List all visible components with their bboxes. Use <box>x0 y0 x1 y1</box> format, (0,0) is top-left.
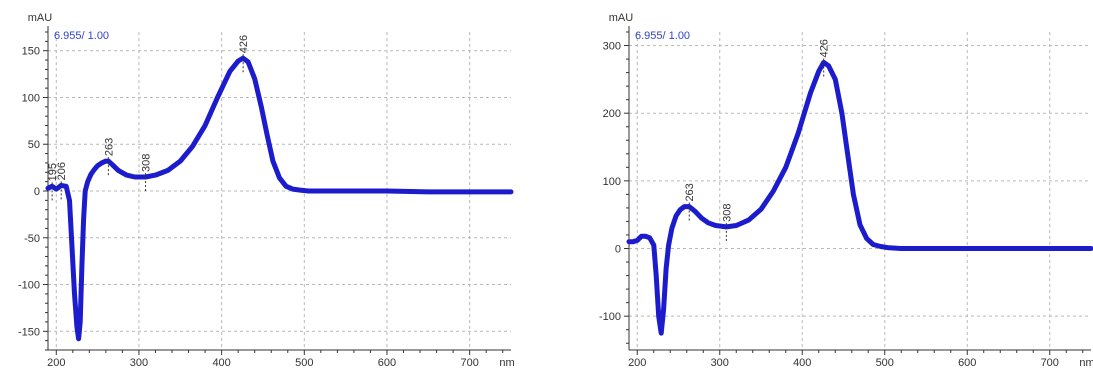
chart-2-x-tick-label-0: 200 <box>628 357 646 369</box>
chart-1-y-tick-label-6: 150 <box>22 46 40 58</box>
chart-2-y-tick-label-4: 300 <box>603 41 621 53</box>
chart-2-y-unit-label: mAU <box>609 12 634 24</box>
chart-1-info-label: 6.955/ 1.00 <box>54 30 109 42</box>
chart-2-info-label: 6.955/ 1.00 <box>635 30 690 42</box>
chart-1-peak-label-4: 426 <box>238 35 250 53</box>
chart-2-y-tick-label-0: -100 <box>599 311 621 323</box>
chart-2-x-tick-label-5: 700 <box>1041 357 1059 369</box>
chart-1-y-tick-label-0: -150 <box>18 326 40 338</box>
chart-1-y-tick-label-1: -100 <box>18 280 40 292</box>
chart-1-y-tick-label-2: -50 <box>24 233 40 245</box>
chart-1-y-tick-label-5: 100 <box>22 92 40 104</box>
chart-1-peak-label-2: 263 <box>103 138 115 156</box>
chart-2-y-tick-label-1: 0 <box>615 244 621 256</box>
chart-1-y-tick-label-4: 50 <box>28 139 40 151</box>
chart-2-x-tick-label-2: 400 <box>793 357 811 369</box>
chart-2-y-tick-label-3: 200 <box>603 108 621 120</box>
chart-1-y-unit-label: mAU <box>28 12 53 24</box>
chart-1: 200 300 400 500 600 700 -150 -100 -50 0 50 100 150 mA… <box>18 12 515 369</box>
chart-2-x-tick-label-3: 500 <box>876 357 894 369</box>
chart-1-x-unit-label: nm <box>499 357 514 369</box>
chart-1-x-tick-label-2: 400 <box>212 357 230 369</box>
chart-2-y-tick-label-2: 100 <box>603 176 621 188</box>
chart-2-x-tick-label-1: 300 <box>711 357 729 369</box>
chart-1-x-tick-label-4: 600 <box>378 357 396 369</box>
chart-1-y-tick-label-3: 0 <box>34 186 40 198</box>
chart-1-x-tick-label-5: 700 <box>460 357 478 369</box>
chart-1-peak-label-1: 206 <box>56 162 68 180</box>
chart-2-peak-label-1: 308 <box>721 204 733 222</box>
chart-1-series-line-0 <box>45 55 514 342</box>
chart-1-peak-label-0: 195 <box>47 163 59 181</box>
chart-2-peak-label-2: 426 <box>819 39 831 57</box>
chart-1-x-tick-label-3: 500 <box>295 357 313 369</box>
chart-2-x-tick-label-4: 600 <box>958 357 976 369</box>
chart-1-peak-label-3: 308 <box>141 154 153 172</box>
chart-1-x-tick-label-1: 300 <box>130 357 148 369</box>
chart-2-series-line-0 <box>626 59 1093 336</box>
chart-1-x-tick-label-0: 200 <box>47 357 65 369</box>
chart-2-peak-label-0: 263 <box>684 183 696 201</box>
chart-2: 200 300 400 500 600 700 -100 0 100 200 300 mAU nm 6.9… <box>599 12 1093 369</box>
chart-2-x-unit-label: nm <box>1079 357 1093 369</box>
